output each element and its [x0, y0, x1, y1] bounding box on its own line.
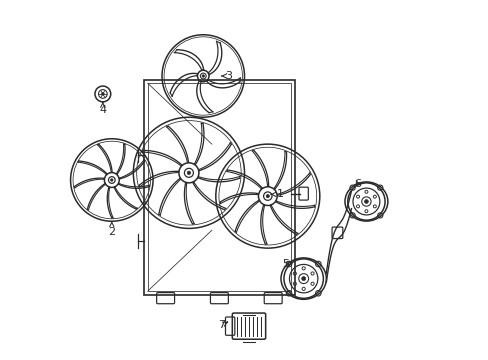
Circle shape	[110, 179, 113, 181]
Circle shape	[364, 200, 367, 203]
Text: 7: 7	[217, 320, 227, 330]
Text: 6: 6	[353, 179, 360, 189]
Circle shape	[265, 194, 269, 198]
Text: 4: 4	[99, 102, 106, 115]
Circle shape	[101, 93, 104, 95]
Text: 3: 3	[222, 71, 231, 81]
Text: 2: 2	[108, 221, 115, 237]
Circle shape	[301, 276, 305, 280]
Text: 5: 5	[282, 259, 292, 269]
Circle shape	[187, 171, 190, 175]
Circle shape	[202, 75, 204, 77]
Text: 1: 1	[271, 189, 283, 199]
